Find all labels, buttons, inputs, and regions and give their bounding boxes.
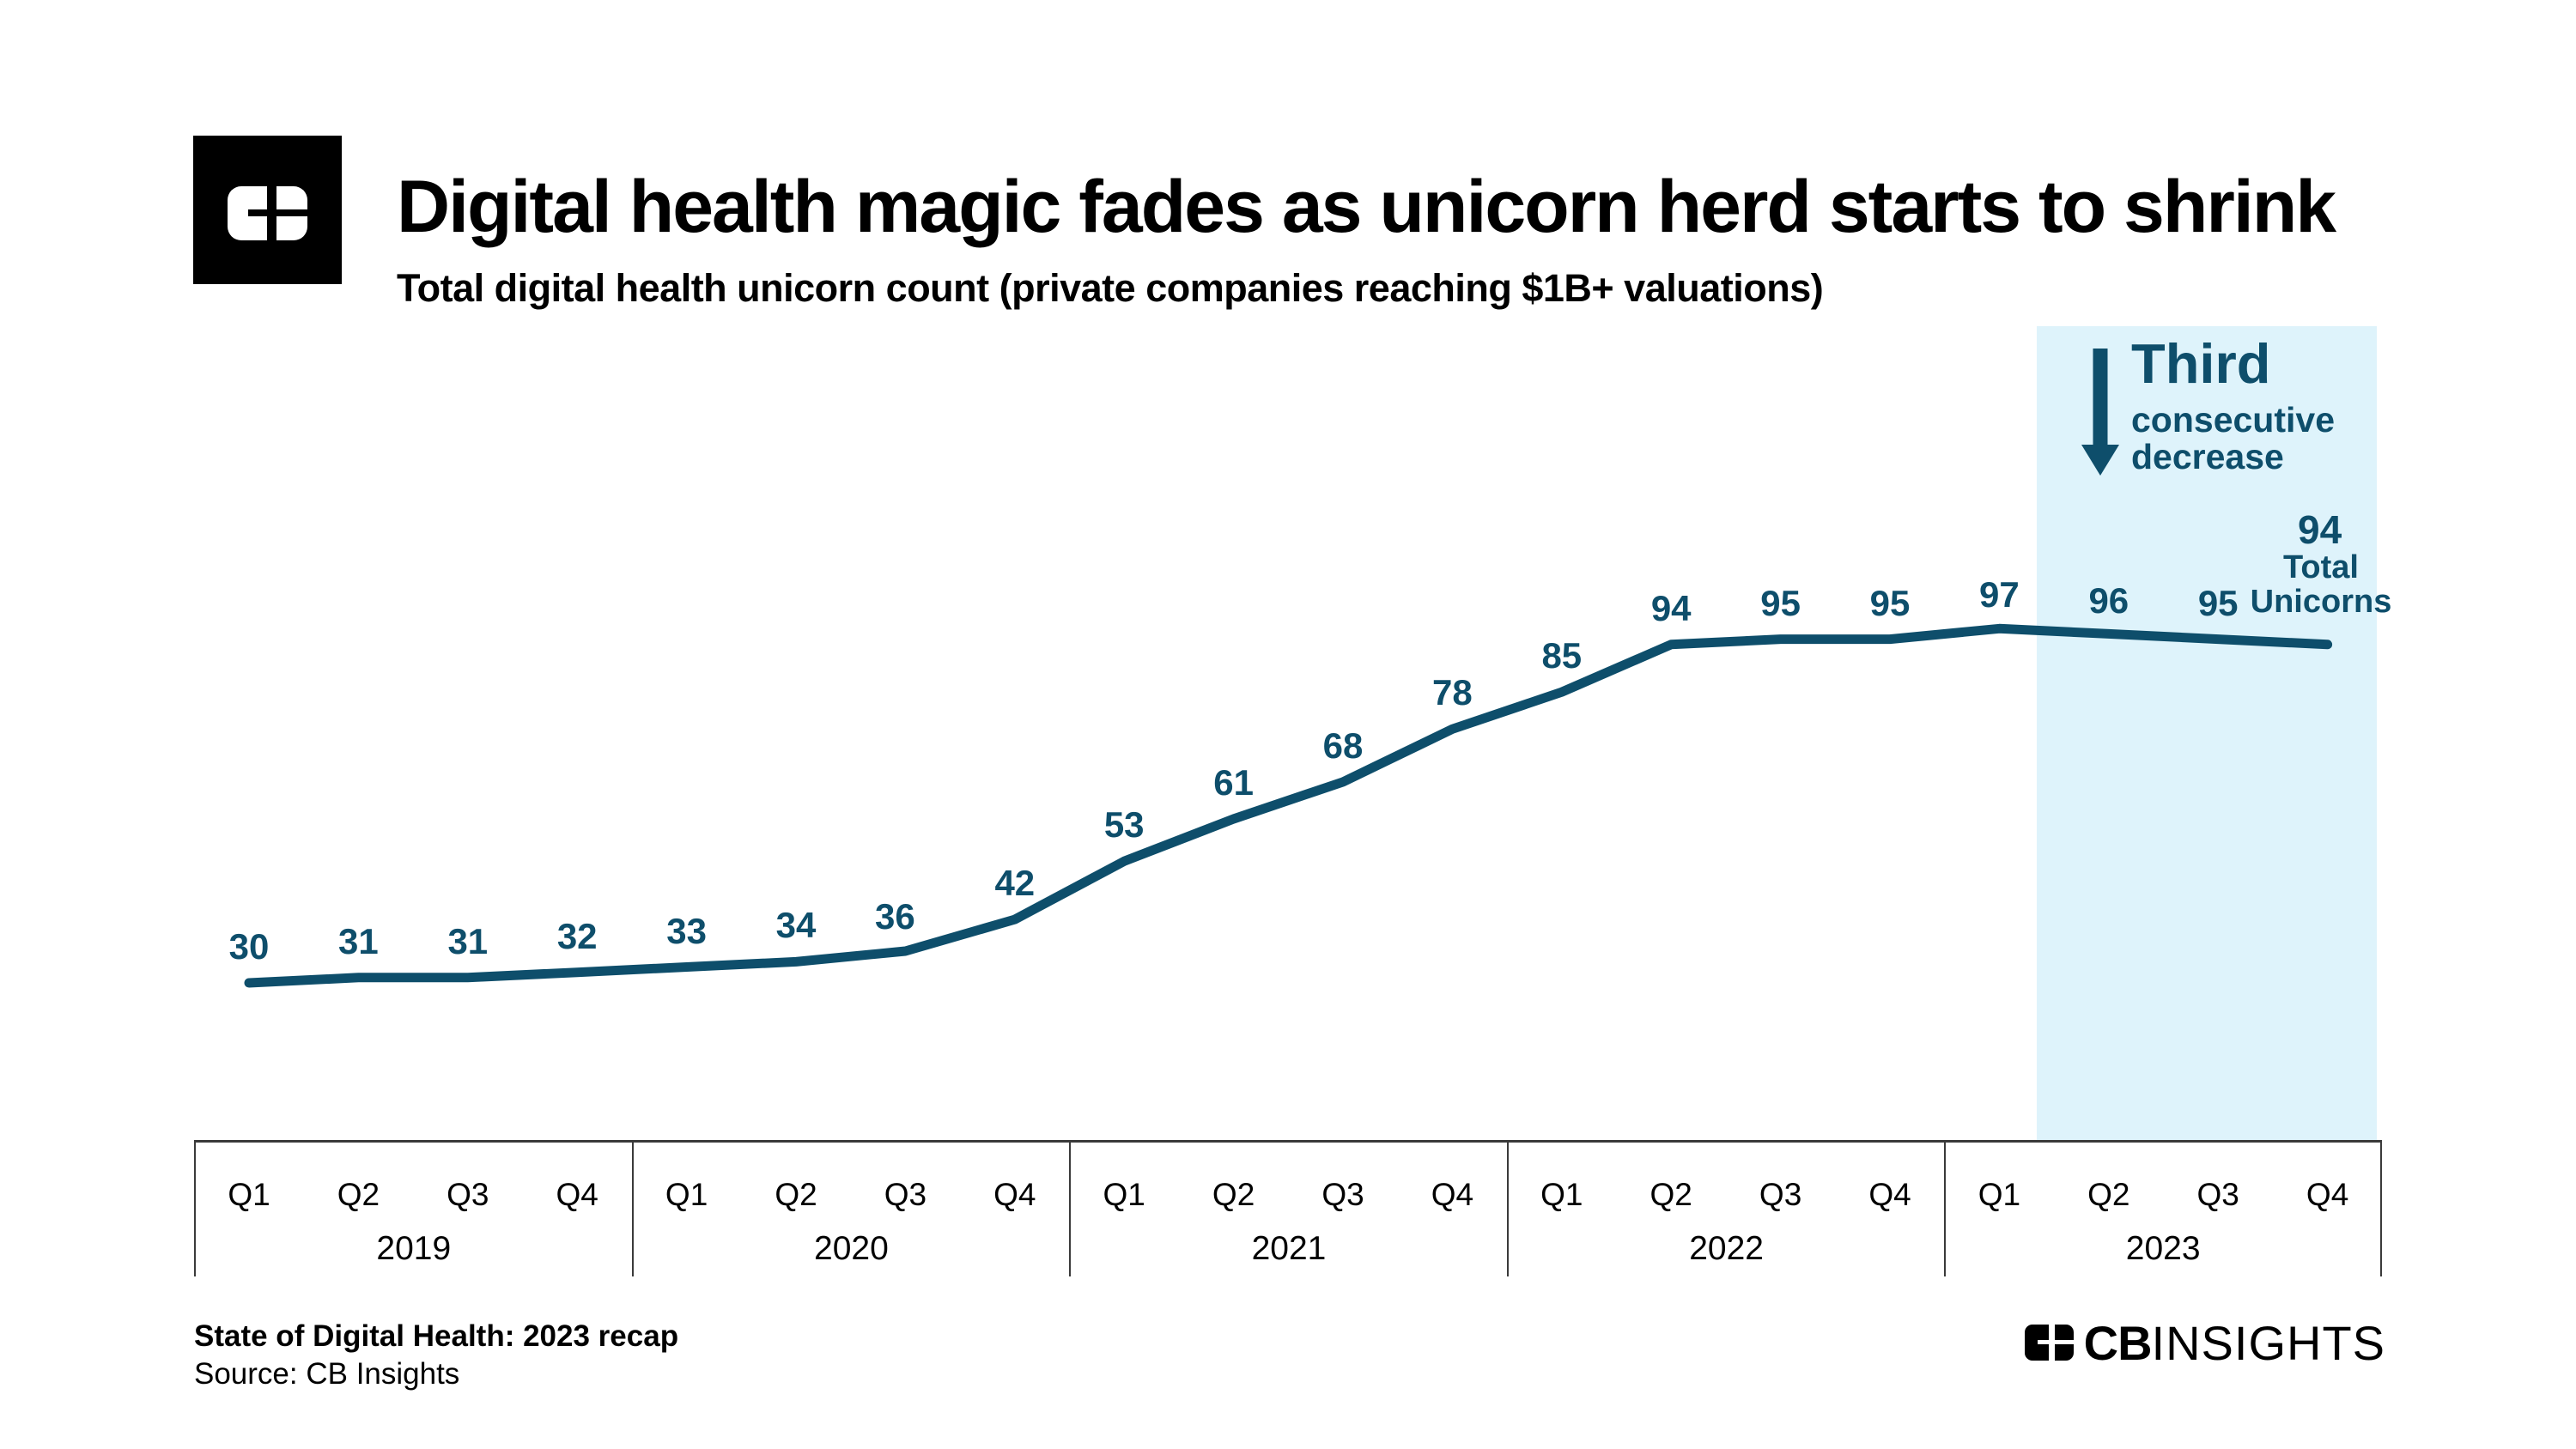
axis-quarter-label: Q3 xyxy=(1759,1177,1802,1212)
annotation-line-2: consecutive xyxy=(2131,400,2335,440)
axis-quarter-label: Q3 xyxy=(2196,1177,2239,1212)
annotation-line-3: decrease xyxy=(2131,437,2284,476)
report-title: State of Digital Health: 2023 recap xyxy=(194,1319,679,1353)
value-label: 32 xyxy=(556,915,598,956)
value-label: 68 xyxy=(1322,724,1364,766)
value-label: 97 xyxy=(1979,574,2020,615)
value-label: 95 xyxy=(2197,582,2239,623)
value-label: 42 xyxy=(994,863,1036,904)
axis-quarter-label: Q2 xyxy=(1212,1177,1255,1212)
x-axis: 2019 Q1 Q2 Q3 Q4 2020 Q1 Q2 Q3 Q4 2021 Q1 Q2 Q3 Q4 2022… xyxy=(194,1140,2382,1276)
axis-quarter-label: Q1 xyxy=(1540,1177,1583,1212)
axis-year-label: 2021 xyxy=(1251,1230,1327,1267)
total-unicorns-caption: Total Unicorns xyxy=(2192,550,2450,619)
wordmark-bold: CB xyxy=(2083,1315,2153,1370)
axis-quarter-label: Q3 xyxy=(447,1177,489,1212)
value-label: 78 xyxy=(1432,672,1473,713)
axis-quarter-label: Q2 xyxy=(1649,1177,1692,1212)
mark-horizontal-slot xyxy=(2037,1340,2074,1344)
cbinsights-mark-icon xyxy=(2024,1325,2074,1361)
cbinsights-wordmark: CB INSIGHTS xyxy=(2024,1316,2385,1370)
axis-year-label: 2022 xyxy=(1689,1230,1764,1267)
axis-quarter-label: Q4 xyxy=(1431,1177,1474,1212)
value-label: 30 xyxy=(228,926,270,967)
axis-year-label: 2019 xyxy=(376,1230,452,1267)
axis-quarter-label: Q4 xyxy=(993,1177,1036,1212)
value-label: 53 xyxy=(1103,804,1145,846)
annotation-heading: Third xyxy=(2131,332,2271,395)
chart-title: Digital health magic fades as unicorn he… xyxy=(397,166,2336,248)
value-label: 31 xyxy=(447,920,489,961)
axis-quarter-label: Q1 xyxy=(1978,1177,2021,1212)
value-label: 36 xyxy=(875,896,915,937)
value-label: 94 xyxy=(1650,587,1692,628)
axis-quarter-label: Q1 xyxy=(1103,1177,1145,1212)
axis-quarter-label: Q1 xyxy=(665,1177,708,1212)
axis-year-cell: 2021 xyxy=(1069,1143,1507,1276)
value-label: 95 xyxy=(1760,582,1801,623)
axis-year-cell: 2023 xyxy=(1944,1143,2382,1276)
wordmark-light: INSIGHTS xyxy=(2151,1315,2385,1370)
value-label: 94 xyxy=(2298,506,2342,552)
axis-year-cell: 2022 xyxy=(1506,1143,1945,1276)
logo-inner-shape xyxy=(228,186,307,240)
axis-quarter-label: Q2 xyxy=(337,1177,380,1212)
value-label: 85 xyxy=(1541,635,1583,676)
axis-year-label: 2020 xyxy=(814,1230,889,1267)
value-label: 33 xyxy=(666,910,707,951)
axis-quarter-label: Q4 xyxy=(2306,1177,2349,1212)
total-unicorns-caption-line2: Unicorns xyxy=(2250,584,2392,620)
value-label: 96 xyxy=(2088,580,2129,621)
cbinsights-logo-icon xyxy=(193,136,342,284)
axis-quarter-label: Q2 xyxy=(775,1177,817,1212)
axis-quarter-label: Q4 xyxy=(1868,1177,1911,1212)
total-unicorns-caption-line1: Total xyxy=(2283,549,2359,585)
axis-quarter-label: Q3 xyxy=(1321,1177,1364,1212)
axis-quarter-label: Q3 xyxy=(884,1177,927,1212)
logo-horizontal-slot xyxy=(248,209,307,216)
down-arrow-icon xyxy=(2081,349,2119,476)
value-label: 31 xyxy=(338,920,379,961)
source-credit: Source: CB Insights xyxy=(194,1357,460,1391)
value-label: 34 xyxy=(775,905,817,946)
value-label: 95 xyxy=(1869,582,1911,623)
axis-quarter-label: Q1 xyxy=(228,1177,270,1212)
axis-quarter-label: Q2 xyxy=(2087,1177,2130,1212)
axis-year-cell: 2020 xyxy=(631,1143,1070,1276)
axis-year-label: 2023 xyxy=(2125,1230,2201,1267)
chart-subtitle: Total digital health unicorn count (priv… xyxy=(397,266,1824,310)
value-label: 61 xyxy=(1213,762,1254,803)
axis-quarter-label: Q4 xyxy=(556,1177,598,1212)
axis-year-cell: 2019 xyxy=(194,1143,632,1276)
